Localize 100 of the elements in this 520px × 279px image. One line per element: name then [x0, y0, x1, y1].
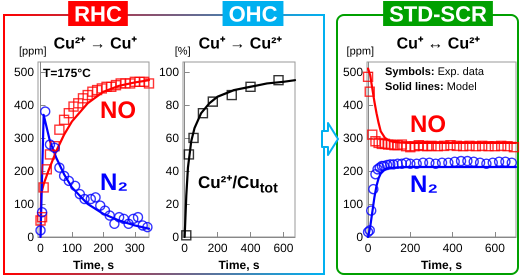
point — [476, 140, 488, 152]
point — [36, 207, 48, 218]
point — [432, 141, 443, 152]
y-tick-label: 400 — [342, 98, 364, 112]
annotation: Solid lines: Model — [385, 81, 477, 93]
series-label: Cu²⁺/Cu$_{tot}$ — [198, 173, 278, 197]
point — [70, 180, 80, 192]
y-tick-label: 40 — [166, 164, 180, 178]
point — [456, 156, 466, 166]
point — [96, 83, 108, 94]
point — [198, 108, 208, 118]
x-tick-label: 200 — [400, 241, 421, 255]
point — [44, 139, 56, 150]
y-tick-label: 80 — [166, 98, 180, 112]
point — [500, 156, 511, 167]
annotation: Symbols: Exp. data — [385, 66, 484, 78]
y-tick-label: 200 — [342, 164, 364, 178]
y-tick-label: 200 — [14, 164, 34, 178]
point — [481, 158, 492, 169]
x-axis-title: Time, s — [72, 258, 114, 272]
point — [370, 136, 381, 146]
point — [366, 205, 376, 216]
point — [450, 156, 460, 167]
point — [468, 156, 479, 167]
chart-title: STD-SCR — [389, 2, 487, 26]
point — [378, 160, 390, 172]
point — [64, 176, 74, 186]
point — [508, 142, 520, 152]
point — [36, 212, 48, 222]
series-label: NO — [410, 111, 446, 138]
y-tick-label: 0 — [27, 230, 34, 244]
x-tick-label: 200 — [208, 241, 228, 255]
point — [396, 139, 408, 150]
point — [245, 82, 256, 92]
y-axis-title: [%] — [174, 46, 191, 58]
y-tick-label: 100 — [14, 196, 34, 211]
point — [382, 160, 392, 170]
y-tick-label: 100 — [158, 64, 180, 79]
point — [208, 96, 218, 107]
point — [370, 169, 381, 180]
point — [414, 140, 424, 150]
point — [90, 192, 101, 203]
point — [362, 72, 374, 82]
point — [364, 86, 375, 97]
point — [82, 90, 93, 100]
point — [405, 158, 416, 169]
point — [100, 205, 110, 216]
point — [373, 138, 384, 148]
point — [86, 194, 96, 204]
series-label: N₂ — [410, 171, 438, 198]
y-axis-title: [ppm] — [19, 46, 47, 58]
point — [58, 114, 70, 125]
point — [392, 158, 403, 169]
point — [496, 140, 506, 152]
point — [44, 149, 56, 160]
point — [430, 158, 441, 169]
y-tick-label: 100 — [342, 196, 364, 211]
point — [116, 78, 126, 89]
point — [400, 141, 412, 152]
point — [109, 218, 120, 229]
point — [139, 76, 150, 88]
x-tick-label: 0 — [181, 241, 188, 255]
x-tick-label: 100 — [62, 241, 82, 255]
y-tick-label: 20 — [166, 196, 180, 211]
point — [502, 141, 513, 152]
series-label: N₂ — [100, 169, 128, 196]
point — [42, 164, 52, 175]
point — [58, 170, 70, 182]
point — [87, 86, 98, 97]
y-tick-label: 300 — [14, 130, 34, 145]
point — [134, 76, 145, 88]
point — [181, 230, 192, 241]
point — [110, 80, 122, 90]
point — [54, 124, 65, 135]
x-tick-label: 300 — [124, 241, 146, 255]
x-tick-label: 400 — [240, 241, 261, 255]
point — [68, 101, 79, 112]
point — [144, 78, 154, 89]
point — [35, 215, 46, 226]
y-tick-label: 0 — [356, 230, 364, 244]
point — [400, 158, 412, 168]
x-tick-label: 0 — [37, 241, 44, 255]
point — [426, 140, 437, 152]
point — [452, 140, 462, 152]
chart-title: RHC — [74, 2, 122, 26]
point — [458, 141, 468, 152]
point — [74, 188, 86, 200]
point — [422, 141, 432, 152]
y-tick-label: 300 — [342, 130, 364, 145]
point — [101, 82, 112, 92]
point — [367, 129, 378, 140]
point — [38, 182, 49, 193]
y-tick-label: 500 — [14, 64, 34, 79]
point — [490, 141, 500, 152]
annotation: T=175°C — [43, 66, 91, 80]
point — [385, 159, 396, 170]
chart-subtitle: Cu⁺ ↔ Cu²⁺ — [396, 36, 480, 52]
y-tick-label: 60 — [166, 130, 180, 145]
x-tick-label: 600 — [484, 241, 506, 255]
point — [388, 159, 399, 170]
